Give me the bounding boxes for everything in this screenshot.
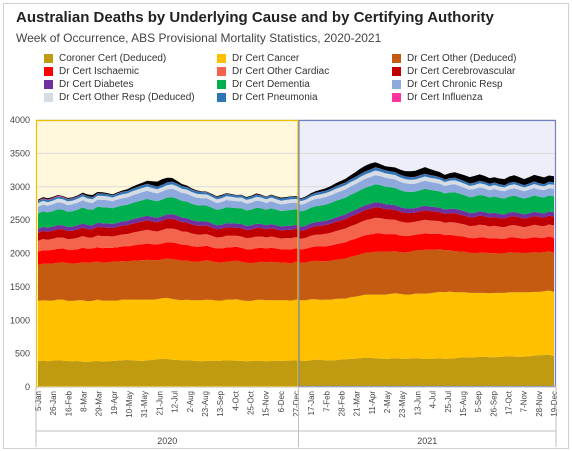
legend-item: Dr Cert Cerebrovascular <box>392 66 515 77</box>
legend-swatch <box>44 54 53 63</box>
legend-label: Dr Cert Other Cardiac <box>232 66 330 77</box>
legend-swatch <box>217 54 226 63</box>
x-tick-label: 29-Mar <box>95 391 104 417</box>
x-tick-label: 19-Apr <box>110 391 119 415</box>
area-series-9 <box>38 175 554 214</box>
y-tick-label: 2000 <box>10 249 30 259</box>
x-tick-label: 13-Jun <box>413 391 422 415</box>
x-tick-label: 25-Jul <box>444 391 453 413</box>
x-tick-label: 4-Oct <box>231 390 240 410</box>
x-tick-label: 23-May <box>398 391 407 418</box>
area-series-1 <box>38 354 554 387</box>
legend-swatch <box>217 67 226 76</box>
x-tick-label: 5-Sep <box>474 390 483 412</box>
legend-label: Dr Cert Chronic Resp <box>407 79 503 90</box>
y-tick-label: 1000 <box>10 315 30 325</box>
x-tick-label: 6-Dec <box>277 391 286 412</box>
legend-label: Dr Cert Ischaemic <box>59 66 140 77</box>
legend-swatch <box>392 80 401 89</box>
x-tick-label: 16-Feb <box>64 390 73 416</box>
legend-label: Dr Cert Dementia <box>232 79 310 90</box>
y-tick-label: 0 <box>25 382 30 392</box>
y-tick-label: 1500 <box>10 282 30 292</box>
legend-swatch <box>44 67 53 76</box>
legend-swatch <box>44 93 53 102</box>
x-tick-label: 12-Jul <box>171 391 180 413</box>
x-tick-label: 31-May <box>140 391 149 418</box>
x-tick-label: 19-Dec <box>550 391 559 417</box>
x-tick-label: 11-Apr <box>368 391 377 415</box>
legend-item: Dr Cert Other (Deduced) <box>392 53 516 64</box>
area-series-10 <box>38 170 554 207</box>
legend-label: Dr Cert Pneumonia <box>232 92 318 103</box>
legend-label: Dr Cert Other (Deduced) <box>407 53 517 64</box>
y-tick-label: 3000 <box>10 182 30 192</box>
x-tick-label: 8-Mar <box>80 391 89 412</box>
legend-label: Dr Cert Cancer <box>232 53 300 64</box>
x-tick-label: 2-May <box>383 391 392 413</box>
x-tick-label: 15-Nov <box>262 391 271 417</box>
legend-item: Dr Cert Dementia <box>217 79 310 90</box>
legend-item: Dr Cert Ischaemic <box>44 66 139 77</box>
x-tick-label: 28-Nov <box>535 391 544 417</box>
legend-item: Coroner Cert (Deduced) <box>44 53 166 64</box>
x-tick-label: 17-Oct <box>504 390 513 415</box>
legend-swatch <box>217 80 226 89</box>
x-tick-label: 23-Aug <box>201 391 210 417</box>
y-tick-label: 3500 <box>10 148 30 158</box>
x-tick-label: 2-Aug <box>186 391 195 412</box>
legend-item: Dr Cert Cancer <box>217 53 299 64</box>
year-label-2021: 2021 <box>417 436 437 446</box>
area-series-5 <box>38 217 554 252</box>
area-series-8 <box>38 184 554 229</box>
legend-label: Dr Cert Influenza <box>407 92 483 103</box>
legend-item: Dr Cert Influenza <box>392 92 483 103</box>
legend-item: Dr Cert Chronic Resp <box>392 79 503 90</box>
x-tick-label: 13-Sep <box>216 390 225 416</box>
legend-swatch <box>44 80 53 89</box>
x-tick-label: 26-Jan <box>49 391 58 415</box>
y-tick-label: 500 <box>15 349 30 359</box>
legend-item: Dr Cert Other Resp (Deduced) <box>44 92 195 103</box>
legend-label: Dr Cert Cerebrovascular <box>407 66 516 77</box>
legend-swatch <box>392 67 401 76</box>
area-series-6 <box>38 207 554 241</box>
year-label-2020: 2020 <box>157 436 177 446</box>
legend-swatch <box>392 93 401 102</box>
y-tick-label: 2500 <box>10 215 30 225</box>
area-series-3 <box>38 249 554 302</box>
x-tick-label: 4-Jul <box>429 391 438 409</box>
legend-label: Dr Cert Other Resp (Deduced) <box>59 92 195 103</box>
area-series-7 <box>38 202 554 233</box>
legend-item: Dr Cert Diabetes <box>44 79 133 90</box>
legend-swatch <box>392 54 401 63</box>
x-tick-label: 26-Sep <box>489 390 498 416</box>
legend-item: Dr Cert Other Cardiac <box>217 66 329 77</box>
x-tick-label: 28-Feb <box>338 390 347 416</box>
chart-title: Australian Deaths by Underlying Cause an… <box>16 9 494 26</box>
legend-item: Dr Cert Pneumonia <box>217 92 318 103</box>
area-series-top <box>38 162 554 201</box>
chart-subtitle: Week of Occurrence, ABS Provisional Mort… <box>16 31 382 45</box>
x-tick-label: 27-Dec <box>292 391 301 417</box>
x-tick-label: 21-Jun <box>155 391 164 415</box>
x-tick-label: 17-Jan <box>307 391 316 415</box>
legend-label: Dr Cert Diabetes <box>59 79 134 90</box>
area-series-2 <box>38 290 554 362</box>
legend-label: Coroner Cert (Deduced) <box>59 53 167 64</box>
y-tick-label: 4000 <box>10 115 30 125</box>
x-tick-label: 7-Feb <box>322 390 331 411</box>
x-tick-label: 25-Oct <box>246 390 255 415</box>
area-series-4 <box>38 233 554 265</box>
x-tick-label: 5-Jan <box>34 391 43 411</box>
x-tick-label: 7-Nov <box>520 391 529 412</box>
x-tick-label: 15-Aug <box>459 391 468 417</box>
x-tick-label: 21-Mar <box>353 391 362 417</box>
legend-swatch <box>217 93 226 102</box>
area-series-11 <box>38 167 554 204</box>
x-tick-label: 10-May <box>125 391 134 418</box>
